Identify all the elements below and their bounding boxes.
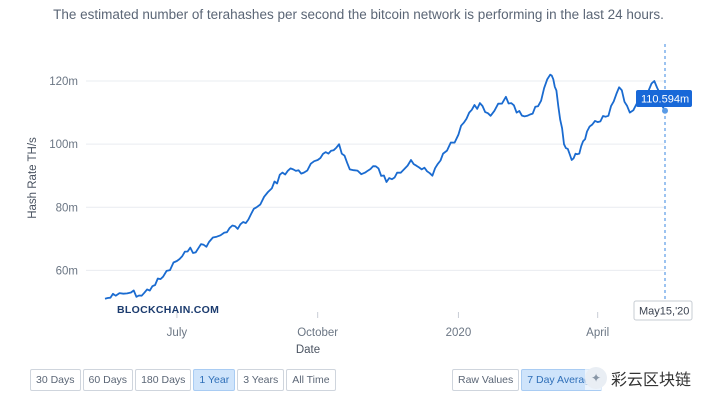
blockchain-watermark: BLOCKCHAIN.COM xyxy=(117,304,219,316)
tooltip-value: 110.594m xyxy=(641,94,689,106)
overlay-watermark-text: 彩云区块链 xyxy=(611,372,692,389)
grid-lines xyxy=(86,80,665,271)
mode-button-raw-values[interactable]: Raw Values xyxy=(452,369,520,391)
mode-button-7-day-average[interactable]: 7 Day Average xyxy=(521,369,602,391)
x-tick-label: 2020 xyxy=(446,327,472,339)
range-button-30-days[interactable]: 30 Days xyxy=(30,369,81,391)
y-tick-label: 80m xyxy=(56,202,78,214)
x-axis-ticks: July October 2020 April xyxy=(167,312,609,339)
wechat-icon: ✦ xyxy=(585,367,607,389)
x-tick-label: July xyxy=(167,327,188,339)
date-tooltip: May15,'20 xyxy=(633,300,693,321)
tooltip-date: May15,'20 xyxy=(639,306,689,318)
hashrate-series-line xyxy=(104,73,666,300)
chart-area[interactable]: 60m 80m 100m 120m July October 2020 April Hash… xyxy=(0,0,717,360)
x-axis-title: Date xyxy=(296,344,320,356)
range-button-180-days[interactable]: 180 Days xyxy=(135,369,192,391)
mode-selector: Raw Values 7 Day Average xyxy=(452,369,604,391)
overlay-watermark: ✦ 彩云区块链 xyxy=(585,366,692,390)
hover-point xyxy=(662,107,668,114)
y-tick-label: 60m xyxy=(56,265,78,277)
value-tooltip: 110.594m xyxy=(636,90,692,107)
range-button-all-time[interactable]: All Time xyxy=(286,369,336,391)
range-selector: 30 Days 60 Days 180 Days 1 Year 3 Years All T… xyxy=(30,369,338,391)
y-tick-label: 120m xyxy=(49,76,78,88)
range-button-3-years[interactable]: 3 Years xyxy=(237,369,285,391)
chart-subtitle: The estimated number of terahashes per s… xyxy=(53,7,664,22)
range-button-60-days[interactable]: 60 Days xyxy=(82,369,134,391)
range-button-1-year[interactable]: 1 Year xyxy=(193,369,236,391)
y-axis-ticks: 60m 80m 100m 120m xyxy=(49,76,78,277)
y-axis-title: Hash Rate TH/s xyxy=(27,137,39,219)
y-tick-label: 100m xyxy=(49,139,78,151)
x-tick-label: April xyxy=(586,327,609,339)
x-tick-label: October xyxy=(297,327,338,339)
